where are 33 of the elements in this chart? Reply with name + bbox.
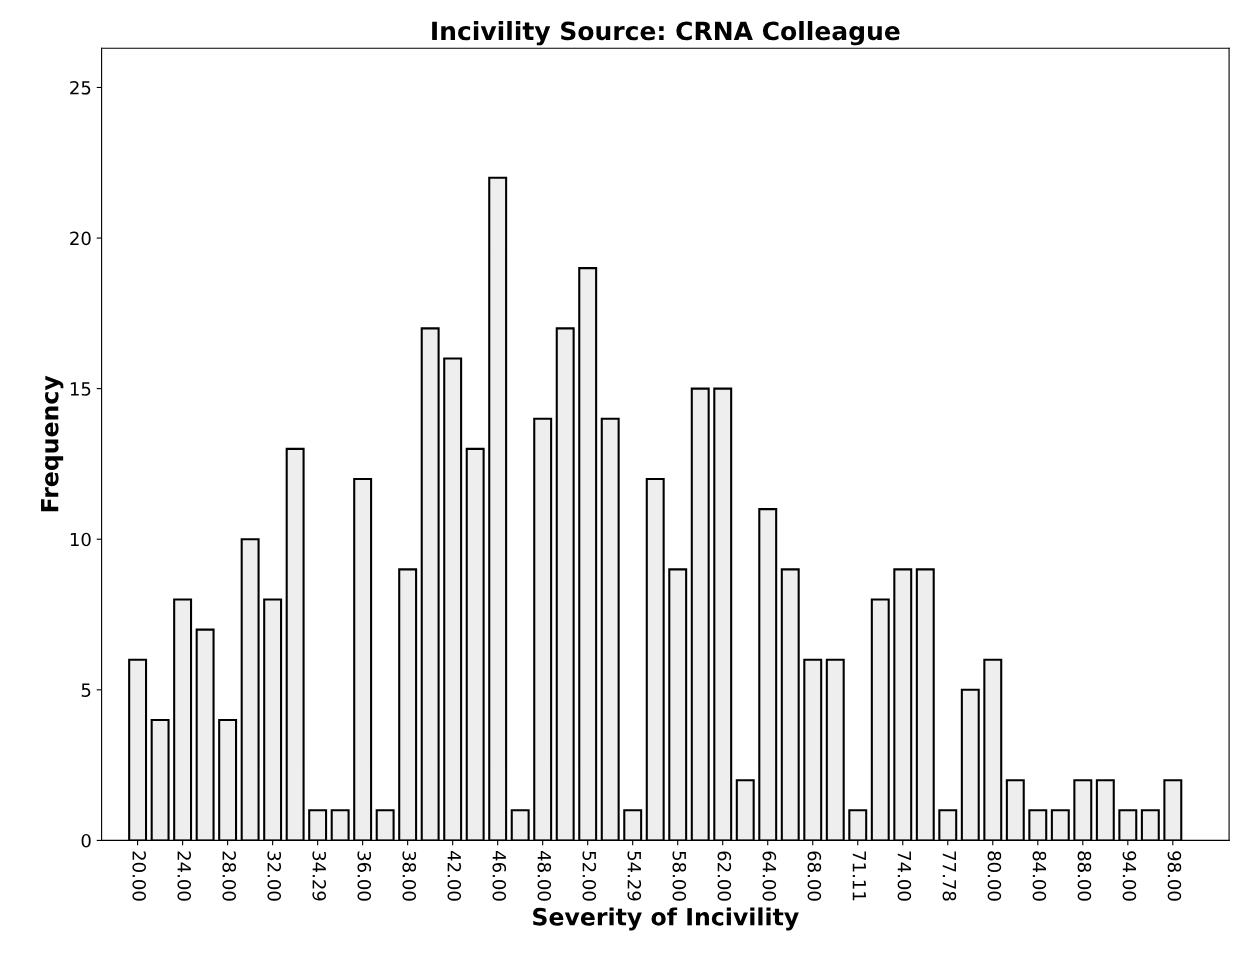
- x-tick-label: 80.00: [987, 851, 1002, 901]
- x-tick-label: 46.00: [492, 851, 507, 901]
- x-tick-label: 84.00: [1032, 851, 1047, 901]
- y-axis-title: Frequency: [41, 375, 64, 512]
- y-tick-label: 0: [81, 833, 91, 848]
- x-tick-label: 34.29: [312, 851, 327, 901]
- x-tick-label: 64.00: [762, 851, 777, 901]
- x-tick-label: 32.00: [267, 851, 282, 901]
- x-tick-label: 71.11: [852, 851, 866, 901]
- y-tick-label: 25: [70, 80, 91, 95]
- x-tick-label: 20.00: [132, 851, 147, 901]
- x-tick-label: 98.00: [1167, 851, 1182, 901]
- chart-title: Incivility Source: CRNA Colleague: [432, 20, 900, 46]
- x-tick-label: 62.00: [717, 851, 732, 901]
- y-tick-label: 5: [81, 683, 91, 697]
- x-tick-label: 74.00: [897, 851, 912, 901]
- x-tick-label: 94.00: [1122, 851, 1137, 901]
- y-tick-label: 15: [70, 382, 91, 396]
- x-tick-label: 28.00: [222, 851, 237, 901]
- x-tick-label: 42.00: [447, 851, 462, 901]
- x-tick-label: 68.00: [807, 851, 822, 901]
- y-tick-label: 10: [70, 532, 91, 547]
- x-tick-label: 36.00: [357, 851, 372, 901]
- x-axis-title: Severity of Incivility: [533, 907, 799, 931]
- x-tick-label: 77.78: [942, 851, 957, 901]
- x-tick-label: 54.29: [627, 851, 642, 901]
- x-tick-label: 24.00: [177, 851, 192, 901]
- y-tick-label: 20: [70, 231, 91, 246]
- x-tick-label: 88.00: [1077, 851, 1092, 901]
- x-tick-label: 58.00: [672, 851, 687, 901]
- x-tick-label: 38.00: [402, 851, 417, 901]
- x-tick-label: 52.00: [582, 851, 597, 901]
- x-tick-label: 48.00: [537, 851, 552, 901]
